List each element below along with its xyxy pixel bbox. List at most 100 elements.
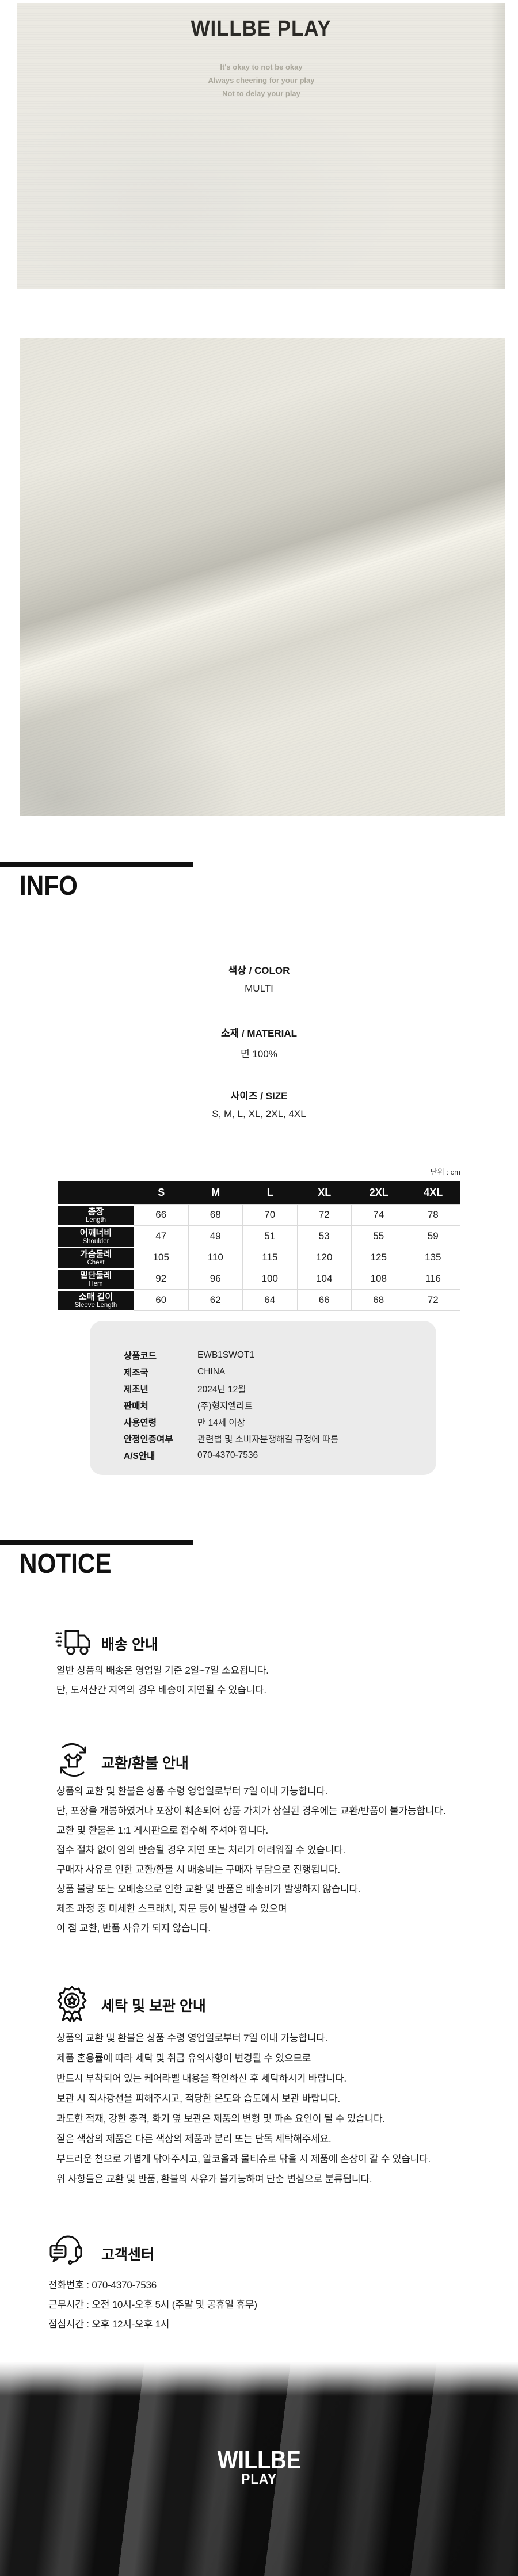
info-heading-bar bbox=[0, 862, 193, 867]
exchange-line: 구매자 사유로 인한 교환/환불 시 배송비는 구매자 부담으로 진행됩니다. bbox=[56, 1864, 340, 1875]
headset-icon bbox=[48, 2233, 85, 2269]
shipping-section-title: 배송 안내 bbox=[101, 1637, 158, 1653]
exchange-line: 교환 및 환불은 1:1 게시판으로 접수해 주셔야 합니다. bbox=[56, 1825, 269, 1836]
exchange-line: 제조 과정 중 미세한 스크래치, 지문 등이 발생할 수 있으며 bbox=[56, 1903, 287, 1914]
care-section-body: 상품의 교환 및 환불은 상품 수령 영업일로부터 7일 이내 가능합니다. 제… bbox=[56, 2028, 431, 2189]
shipping-line: 일반 상품의 배송은 영업일 기준 2일~7일 소요됩니다. bbox=[56, 1665, 269, 1676]
size-cell: 66 bbox=[134, 1204, 189, 1225]
care-section-title: 세탁 및 보관 안내 bbox=[101, 1998, 206, 2014]
cs-hours-line: 근무시간 : 오전 10시-오후 5시 (주말 및 공휴일 휴무) bbox=[48, 2299, 257, 2310]
size-row-header: 밑단둘레 Hem bbox=[58, 1268, 134, 1289]
size-row-header: 가슴둘레 Chest bbox=[58, 1247, 134, 1268]
size-cell: 92 bbox=[134, 1268, 189, 1289]
color-label: 색상 / COLOR bbox=[228, 965, 290, 976]
size-cell: 78 bbox=[406, 1204, 460, 1225]
size-cell: 125 bbox=[352, 1247, 406, 1268]
care-line: 보관 시 직사광선을 피해주시고, 적당한 온도와 습도에서 보관 바랍니다. bbox=[56, 2093, 340, 2104]
size-cell: 70 bbox=[243, 1204, 298, 1225]
cs-lunch-line: 점심시간 : 오후 12시-오후 1시 bbox=[48, 2319, 170, 2330]
care-badge-icon bbox=[55, 1984, 89, 2024]
footer-banner bbox=[0, 2348, 518, 2576]
exchange-line: 상품 불량 또는 오배송으로 인한 교환 및 반품은 배송비가 발생하지 않습니… bbox=[56, 1884, 361, 1895]
size-cell: 59 bbox=[406, 1225, 460, 1247]
size-cell: 108 bbox=[352, 1268, 406, 1289]
size-cell: 68 bbox=[188, 1204, 243, 1225]
exchange-section-body: 상품의 교환 및 환불은 상품 수령 영업일로부터 7일 이내 가능합니다. 단… bbox=[56, 1782, 446, 1938]
care-line: 짙은 색상의 제품은 다른 색상의 제품과 분리 또는 단독 세탁해주세요. bbox=[56, 2133, 332, 2144]
hero-tagline-line: It's okay to not be okay bbox=[220, 63, 303, 71]
footer-brand-logo: WILLBE bbox=[217, 2446, 301, 2474]
size-cell: 100 bbox=[243, 1268, 298, 1289]
notice-heading: NOTICE bbox=[20, 1549, 112, 1579]
shipping-section-body: 일반 상품의 배송은 영업일 기준 2일~7일 소요됩니다. 단, 도서산간 지… bbox=[56, 1661, 269, 1700]
size-col-header: S bbox=[134, 1181, 189, 1204]
detail-row: 제조년 2024년 12월 bbox=[124, 1384, 246, 1394]
material-value: 면 100% bbox=[241, 1049, 277, 1060]
care-line: 부드러운 천으로 가볍게 닦아주시고, 알코올과 물티슈로 닦을 시 제품에 손… bbox=[56, 2154, 431, 2165]
cs-section-body: 전화번호 : 070-4370-7536 근무시간 : 오전 10시-오후 5시… bbox=[48, 2276, 257, 2334]
size-cell: 72 bbox=[297, 1204, 352, 1225]
size-cell: 53 bbox=[297, 1225, 352, 1247]
hero-brand-logo: WILLBE PLAY bbox=[191, 17, 332, 41]
hero-tagline-line: Not to delay your play bbox=[222, 89, 300, 98]
size-cell: 110 bbox=[188, 1247, 243, 1268]
care-line: 과도한 적재, 강한 충격, 화기 옆 보관은 제품의 변형 및 파손 요인이 … bbox=[56, 2113, 385, 2124]
size-cell: 116 bbox=[406, 1268, 460, 1289]
info-heading: INFO bbox=[20, 871, 78, 901]
unit-note: 단위 : cm bbox=[430, 1168, 460, 1176]
size-col-header: 2XL bbox=[352, 1181, 406, 1204]
size-cell: 49 bbox=[188, 1225, 243, 1247]
care-line: 위 사항들은 교환 및 반품, 환불의 사유가 불가능하여 단순 변심으로 분류… bbox=[56, 2174, 372, 2185]
notice-heading-bar bbox=[0, 1540, 193, 1545]
size-cell: 55 bbox=[352, 1225, 406, 1247]
size-cell: 74 bbox=[352, 1204, 406, 1225]
size-row-header: 어깨너비 Shoulder bbox=[58, 1225, 134, 1247]
size-cell: 105 bbox=[134, 1247, 189, 1268]
detail-row: A/S안내 070-4370-7536 bbox=[124, 1450, 258, 1461]
size-col-header: XL bbox=[297, 1181, 352, 1204]
care-line: 제품 혼용률에 따라 세탁 및 취급 유의사항이 변경될 수 있으므로 bbox=[56, 2053, 311, 2064]
footer-brand-sub: PLAY bbox=[241, 2471, 277, 2487]
size-value: S, M, L, XL, 2XL, 4XL bbox=[212, 1108, 306, 1119]
product-photo-top: WILLBE PLAY It's okay to not be okay Alw… bbox=[17, 3, 505, 289]
exchange-section-title: 교환/환불 안내 bbox=[101, 1755, 189, 1771]
size-cell: 72 bbox=[406, 1289, 460, 1311]
size-cell: 120 bbox=[297, 1247, 352, 1268]
size-label: 사이즈 / SIZE bbox=[230, 1091, 288, 1102]
delivery-truck-icon bbox=[55, 1628, 93, 1656]
size-cell: 135 bbox=[406, 1247, 460, 1268]
size-cell: 115 bbox=[243, 1247, 298, 1268]
product-photo-fabric-closeup bbox=[20, 338, 505, 816]
product-details-panel: 상품코드 EWB1SWOT1 제조국 CHINA 제조년 2024년 12월 판… bbox=[90, 1321, 436, 1475]
size-table: S M L XL 2XL 4XL 총장 Length 66 68 70 72 7… bbox=[58, 1181, 460, 1311]
size-col-header: M bbox=[188, 1181, 243, 1204]
exchange-refund-icon bbox=[55, 1742, 91, 1778]
size-col-header: 4XL bbox=[406, 1181, 460, 1204]
detail-row: 상품코드 EWB1SWOT1 bbox=[124, 1350, 255, 1361]
hero-tagline: It's okay to not be okay Always cheering… bbox=[17, 60, 505, 100]
size-cell: 62 bbox=[188, 1289, 243, 1311]
size-table-corner bbox=[58, 1181, 134, 1204]
size-cell: 104 bbox=[297, 1268, 352, 1289]
detail-row: 제조국 CHINA bbox=[124, 1366, 226, 1378]
detail-row: 안정인증여부 관련법 및 소비자분쟁해결 규정에 따름 bbox=[124, 1434, 339, 1445]
shipping-line: 단, 도서산간 지역의 경우 배송이 지연될 수 있습니다. bbox=[56, 1685, 266, 1695]
size-row-header: 총장 Length bbox=[58, 1204, 134, 1225]
size-cell: 96 bbox=[188, 1268, 243, 1289]
exchange-line: 접수 절차 없이 임의 반송될 경우 지연 또는 처리가 어려워질 수 있습니다… bbox=[56, 1845, 346, 1855]
detail-row: 판매처 (주)형지엘리트 bbox=[124, 1401, 253, 1411]
size-cell: 68 bbox=[352, 1289, 406, 1311]
size-cell: 51 bbox=[243, 1225, 298, 1247]
color-value: MULTI bbox=[245, 983, 273, 994]
exchange-line: 이 점 교환, 반품 사유가 되지 않습니다. bbox=[56, 1923, 211, 1934]
size-cell: 66 bbox=[297, 1289, 352, 1311]
care-line: 상품의 교환 및 환불은 상품 수령 영업일로부터 7일 이내 가능합니다. bbox=[56, 2033, 328, 2044]
size-row-header: 소매 길이 Sleeve Length bbox=[58, 1289, 134, 1310]
hero-tagline-line: Always cheering for your play bbox=[208, 76, 315, 85]
care-line: 반드시 부착되어 있는 케어라벨 내용을 확인하신 후 세탁하시기 바랍니다. bbox=[56, 2073, 346, 2084]
size-cell: 60 bbox=[134, 1289, 189, 1311]
detail-row: 사용연령 만 14세 이상 bbox=[124, 1417, 245, 1428]
cs-phone-line: 전화번호 : 070-4370-7536 bbox=[48, 2280, 157, 2291]
exchange-line: 단, 포장을 개봉하였거나 포장이 훼손되어 상품 가치가 상실된 경우에는 교… bbox=[56, 1805, 446, 1816]
